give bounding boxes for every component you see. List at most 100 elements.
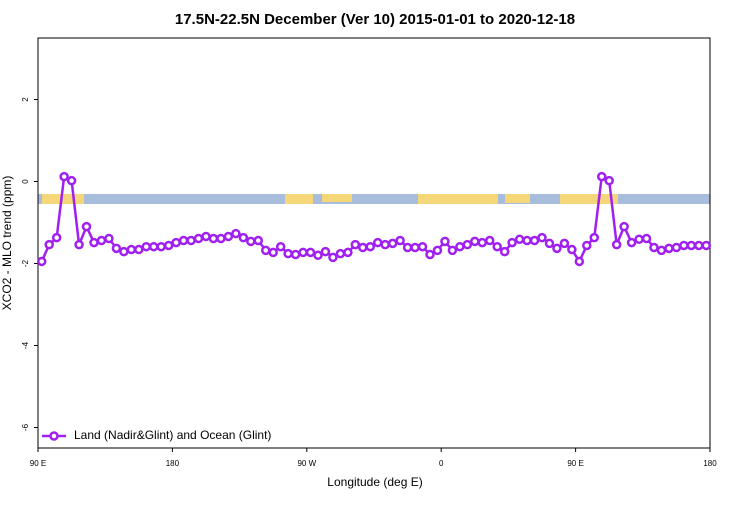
- point: [455, 241, 465, 252]
- point: [231, 228, 241, 239]
- point: [470, 236, 480, 247]
- point: [178, 235, 189, 246]
- point: [66, 175, 77, 186]
- point: [611, 239, 622, 250]
- point: [111, 243, 122, 254]
- point: [313, 250, 323, 261]
- point: [380, 239, 390, 250]
- point: [484, 235, 495, 246]
- point: [656, 245, 667, 256]
- y-tick-label: -4: [21, 341, 30, 349]
- point: [104, 233, 114, 244]
- point: [514, 234, 525, 245]
- point: [507, 237, 517, 248]
- point: [208, 233, 219, 244]
- point: [425, 249, 435, 260]
- point: [343, 247, 353, 258]
- point: [447, 245, 458, 256]
- x-tick-label: 90 W: [297, 459, 316, 468]
- point: [171, 237, 181, 248]
- point: [156, 241, 166, 252]
- x-tick-label: 0: [439, 459, 444, 468]
- point: [387, 238, 398, 249]
- legend-label: Land (Nadir&Glint) and Ocean (Glint): [74, 428, 271, 442]
- point: [51, 232, 62, 243]
- point: [589, 232, 600, 243]
- point: [544, 238, 555, 249]
- point: [395, 235, 405, 246]
- point: [402, 242, 413, 253]
- point: [432, 245, 443, 256]
- point: [619, 221, 629, 232]
- point: [81, 221, 92, 232]
- surface-band: [38, 194, 710, 204]
- point: [320, 246, 331, 257]
- x-axis-label: Longitude (deg E): [327, 475, 422, 489]
- point: [559, 238, 570, 249]
- point: [283, 248, 293, 259]
- point: [552, 243, 562, 254]
- point: [358, 242, 368, 253]
- x-tick-label: 180: [166, 459, 180, 468]
- point: [529, 235, 540, 246]
- point: [671, 242, 682, 253]
- point: [634, 234, 644, 245]
- point: [477, 237, 488, 248]
- point: [238, 232, 249, 243]
- point: [275, 241, 286, 252]
- point: [141, 241, 152, 252]
- point: [268, 247, 278, 258]
- x-tick-label: 90 E: [567, 459, 583, 468]
- point: [163, 240, 174, 251]
- point: [604, 175, 614, 186]
- point: [44, 239, 54, 250]
- y-axis-label: XCO2 - MLO trend (ppm): [0, 176, 14, 311]
- point: [567, 244, 577, 255]
- point: [96, 235, 107, 246]
- point: [201, 231, 211, 242]
- point: [649, 242, 659, 253]
- point: [701, 240, 712, 251]
- point: [290, 249, 301, 260]
- point: [537, 232, 547, 243]
- point: [193, 233, 204, 244]
- point: [253, 235, 264, 246]
- point: [246, 236, 256, 247]
- point: [410, 242, 420, 253]
- x-tick-label: 90 E: [30, 459, 46, 468]
- point: [522, 235, 532, 246]
- point: [582, 240, 592, 251]
- y-tick-label: 0: [21, 179, 30, 184]
- point: [126, 244, 137, 255]
- point: [462, 239, 473, 250]
- point: [328, 252, 338, 263]
- point: [305, 247, 316, 258]
- point: [350, 239, 361, 250]
- legend-marker: [49, 431, 59, 441]
- point: [335, 248, 346, 259]
- point: [134, 244, 144, 255]
- point: [216, 233, 226, 244]
- point: [440, 236, 450, 247]
- point: [298, 247, 308, 258]
- x-tick-label: 180: [703, 459, 717, 468]
- point: [59, 171, 69, 182]
- point: [119, 246, 129, 257]
- point: [365, 241, 376, 252]
- y-tick-label: 2: [21, 97, 30, 102]
- point: [499, 246, 510, 257]
- point: [74, 239, 84, 250]
- point: [626, 237, 637, 248]
- point: [664, 243, 674, 254]
- point: [186, 235, 196, 246]
- point: [148, 241, 159, 252]
- point: [223, 231, 234, 242]
- y-tick-label: -2: [21, 259, 30, 267]
- point: [641, 233, 652, 244]
- point: [679, 240, 689, 251]
- chart-title: 17.5N-22.5N December (Ver 10) 2015-01-01…: [175, 11, 575, 28]
- y-tick-label: -6: [21, 423, 30, 431]
- point: [694, 240, 704, 251]
- point: [492, 241, 502, 252]
